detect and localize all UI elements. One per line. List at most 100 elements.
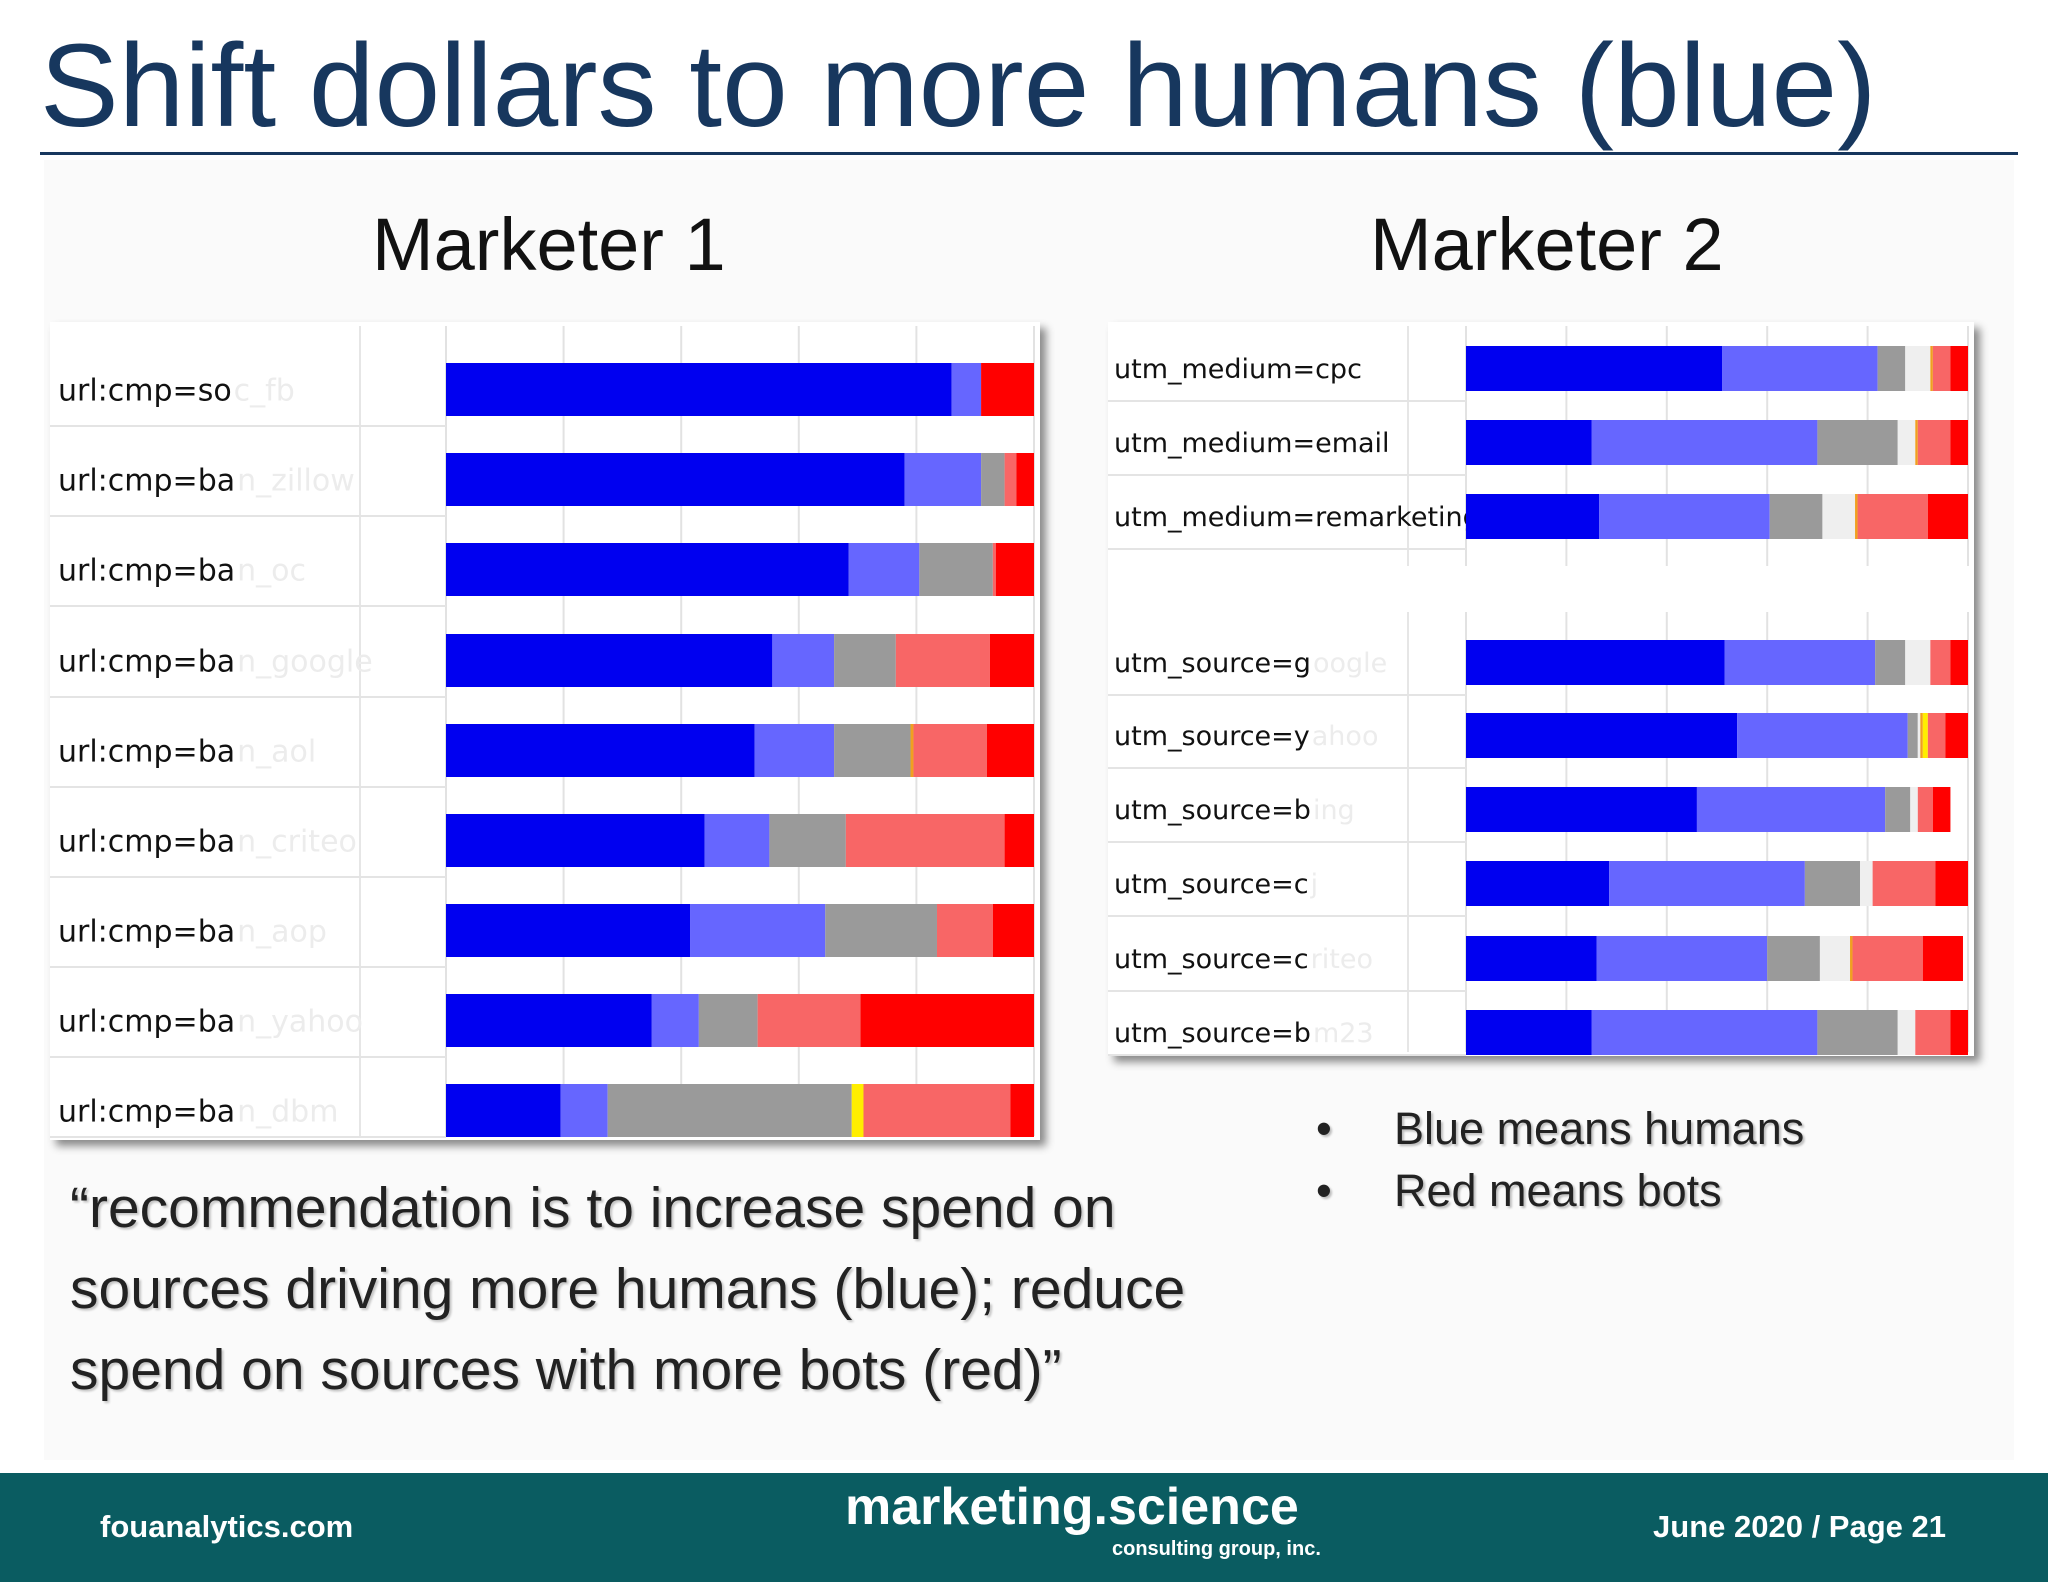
- category-label: url:cmp=ba: [58, 734, 235, 769]
- category-label-blurred: oogle: [1313, 648, 1387, 679]
- chart-marketer-1: url:cmp=so c_fb url:cmp=ba n_zillow url:cmp=…: [50, 322, 1040, 1140]
- bar-segment-bot-light: [895, 634, 990, 687]
- bar-segment-light-gray: [1897, 420, 1916, 465]
- bar-segment-gray: [1907, 713, 1918, 758]
- chart-2-title: Marketer 2: [1370, 203, 1724, 286]
- bar-segment-bot-dark: [860, 994, 1034, 1047]
- bar-segment-human-dark: [446, 363, 952, 416]
- bar-segment-bot-light: [1927, 713, 1946, 758]
- bar-segment-human-light: [1722, 346, 1878, 391]
- bar-segment-human-dark: [446, 543, 849, 596]
- bar-segment-human-dark: [446, 453, 905, 506]
- chart-2-plot: utm_medium=cpc utm_medium=email utm_medium…: [1108, 326, 1974, 1056]
- bar-segment-bot-light: [757, 994, 861, 1047]
- bar-segment-light-gray: [1822, 494, 1856, 539]
- bar-segment-gray: [1767, 936, 1820, 981]
- bar-segment-gray: [981, 453, 1005, 506]
- category-label-blurred: n_aop: [237, 914, 327, 949]
- category-label-blurred: j: [1310, 869, 1319, 900]
- category-label: url:cmp=ba: [58, 644, 235, 679]
- category-label-blurred: ing: [1313, 795, 1355, 826]
- bar-segment-orange: [1920, 713, 1923, 758]
- title-divider: [40, 152, 2018, 155]
- bar-segment-orange: [1915, 420, 1918, 465]
- bar-segment-bot-dark: [1004, 814, 1034, 867]
- bar-segment-yellow: [851, 1084, 864, 1137]
- bar-segment-bot-dark: [1922, 936, 1963, 981]
- bar-segment-bot-light: [1004, 453, 1017, 506]
- bar-segment-bot-dark: [981, 363, 1034, 416]
- bar-segment-gray: [1875, 640, 1906, 685]
- category-label: utm_source=c: [1114, 944, 1309, 975]
- bar-segment-human-light: [651, 994, 699, 1047]
- bar-segment-human-dark: [1466, 861, 1610, 906]
- footer-brand-tagline: consulting group, inc.: [1112, 1538, 1321, 1560]
- bar-segment-bot-light: [1917, 420, 1951, 465]
- bar-segment-human-light: [1596, 936, 1768, 981]
- bar-segment-human-dark: [1466, 420, 1592, 465]
- category-label-blurred: n_oc: [237, 553, 306, 588]
- bar-segment-human-light: [1591, 1010, 1818, 1055]
- bar-segment-bot-light: [1932, 346, 1951, 391]
- category-label: url:cmp=ba: [58, 1004, 235, 1039]
- bullet-icon: •: [1316, 1165, 1332, 1216]
- bar-segment-bot-light: [1915, 1010, 1951, 1055]
- bar-segment-human-light: [754, 724, 835, 777]
- chart-marketer-2: utm_medium=cpc utm_medium=email utm_medium…: [1108, 322, 1974, 1056]
- footer-page-info: June 2020 / Page 21: [1653, 1509, 1946, 1544]
- bullet-item-humans: • Blue means humans: [1316, 1098, 1804, 1160]
- bar-segment-human-dark: [1466, 494, 1600, 539]
- bar-segment-gray: [825, 904, 937, 957]
- bar-segment-bot-dark: [995, 543, 1034, 596]
- bar-segment-gray: [834, 724, 911, 777]
- category-label-blurred: ahoo: [1312, 721, 1379, 752]
- category-label-blurred: m23: [1313, 1018, 1374, 1049]
- bar-segment-human-dark: [446, 904, 691, 957]
- category-label-blurred: n_criteo: [237, 824, 357, 859]
- bar-segment-light-gray: [1860, 861, 1873, 906]
- bar-segment-light-gray: [1917, 713, 1921, 758]
- bar-segment-human-dark: [1466, 713, 1738, 758]
- bar-segment-human-dark: [446, 994, 652, 1047]
- category-label-blurred: n_dbm: [237, 1094, 338, 1129]
- bar-segment-human-light: [772, 634, 835, 687]
- bar-segment-gray: [769, 814, 846, 867]
- bar-segment-bot-dark: [1950, 1010, 1968, 1055]
- bar-segment-bot-dark: [986, 724, 1034, 777]
- bullet-icon: •: [1316, 1103, 1332, 1154]
- bar-segment-yellow: [1922, 713, 1928, 758]
- category-label: utm_source=b: [1114, 1018, 1311, 1049]
- bar-segment-human-dark: [446, 814, 705, 867]
- bar-segment-human-dark: [1466, 1010, 1592, 1055]
- bar-segment-bot-dark: [1932, 787, 1951, 832]
- bar-segment-orange: [1850, 936, 1853, 981]
- bar-segment-gray: [1769, 494, 1823, 539]
- bar-segment-bot-light: [1852, 936, 1923, 981]
- bar-segment-human-light: [1599, 494, 1770, 539]
- footer-website: fouanalytics.com: [100, 1509, 354, 1544]
- bar-segment-light-gray: [1910, 787, 1918, 832]
- bar-segment-human-light: [1609, 861, 1805, 906]
- bar-segment-gray: [698, 994, 758, 1047]
- bar-segment-bot-light: [1872, 861, 1936, 906]
- bar-segment-bot-light: [1930, 640, 1951, 685]
- bar-segment-human-dark: [446, 724, 755, 777]
- bar-segment-human-light: [1724, 640, 1876, 685]
- bar-segment-human-dark: [1466, 787, 1697, 832]
- bullet-item-bots: • Red means bots: [1316, 1160, 1804, 1222]
- bar-segment-bot-dark: [1927, 494, 1968, 539]
- bar-segment-bot-light: [936, 904, 993, 957]
- footer-bar: fouanalytics.com marketing.science consu…: [0, 1473, 2048, 1582]
- category-label: utm_medium=cpc: [1114, 354, 1362, 385]
- bar-segment-human-light: [690, 904, 826, 957]
- bar-segment-bot-dark: [992, 904, 1034, 957]
- category-label: url:cmp=ba: [58, 553, 235, 588]
- bar-segment-gray: [1885, 787, 1911, 832]
- legend-bullets: • Blue means humans • Red means bots: [1316, 1098, 1804, 1222]
- bar-segment-gray: [1877, 346, 1906, 391]
- bar-segment-bot-dark: [1935, 861, 1968, 906]
- bar-segment-orange: [1930, 346, 1933, 391]
- bar-segment-bot-light: [845, 814, 1005, 867]
- bar-segment-bot-dark: [989, 634, 1034, 687]
